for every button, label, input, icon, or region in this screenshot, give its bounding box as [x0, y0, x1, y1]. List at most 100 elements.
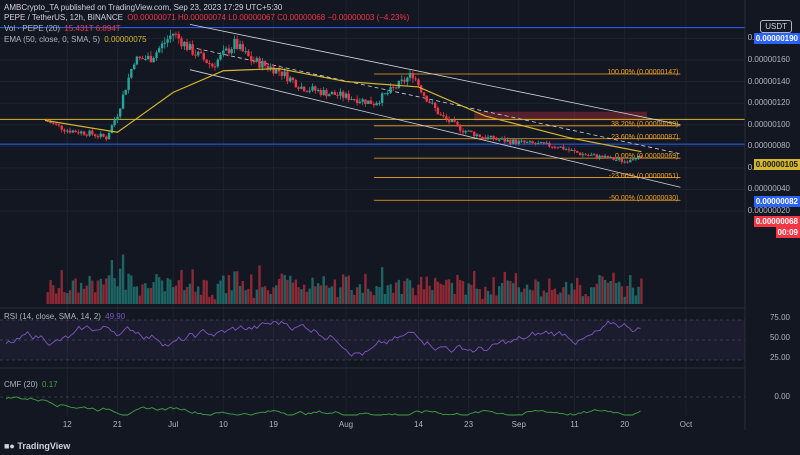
price-tick: 0.00000100	[747, 119, 790, 129]
volume-bar	[623, 296, 626, 304]
price-tick: 0.00000160	[747, 54, 790, 64]
volume-bar	[294, 279, 298, 304]
volume-bar	[562, 287, 565, 304]
candle-body	[525, 142, 529, 144]
volume-bar	[626, 285, 629, 304]
candle-body	[113, 120, 116, 126]
volume-bar	[194, 291, 197, 304]
candle-body	[155, 52, 158, 59]
price-tick: 0.00000140	[747, 76, 790, 86]
candle-body	[255, 58, 259, 62]
volume-bar	[250, 274, 253, 304]
candle-body	[85, 134, 88, 136]
volume-bar	[629, 275, 632, 304]
candle-body	[252, 61, 256, 63]
volume-bar	[380, 267, 384, 304]
volume-bar	[453, 293, 456, 304]
candle-body	[244, 51, 247, 53]
candle-body	[341, 91, 345, 98]
candle-body	[202, 53, 205, 60]
volume-bar	[500, 282, 504, 304]
rsi-legend[interactable]: RSI (14, close, SMA, 14, 2) 49.90	[4, 312, 125, 322]
candle-body	[233, 39, 236, 49]
volume-bar	[445, 279, 448, 304]
volume-bar	[63, 292, 66, 304]
rsi-tick-25: 25.00	[769, 353, 790, 362]
candle-body	[314, 86, 317, 91]
volume-bar	[403, 280, 406, 304]
candle-body	[601, 155, 604, 158]
candle-body	[277, 68, 281, 72]
candle-body	[107, 133, 111, 140]
candle-body	[394, 87, 398, 89]
candle-body	[534, 143, 537, 145]
volume-bar	[185, 286, 189, 304]
volume-bar	[82, 288, 86, 304]
volume-bar	[258, 265, 261, 304]
channel-lower	[189, 69, 681, 188]
tradingview-watermark[interactable]: ■● TradingView	[4, 441, 70, 451]
volume-bar	[308, 288, 311, 304]
candle-body	[216, 59, 220, 67]
currency-button[interactable]: USDT	[760, 20, 792, 33]
volume-bar	[141, 284, 144, 304]
ema-legend[interactable]: EMA (50, close, 0, SMA, 5) 0.00000075	[4, 35, 147, 45]
cmf-legend[interactable]: CMF (20) 0.17	[4, 380, 58, 390]
candle-body	[436, 107, 440, 115]
volume-bar	[595, 283, 599, 304]
candle-body	[442, 115, 445, 117]
volume-bar	[79, 282, 83, 304]
volume-bar	[470, 284, 473, 304]
candle-body	[263, 61, 267, 66]
candle-body	[138, 56, 141, 58]
candle-body	[88, 130, 91, 136]
volume-bar	[467, 283, 470, 304]
candle-body	[339, 91, 342, 96]
volume-bar	[631, 287, 635, 304]
volume-bar	[436, 281, 440, 304]
volume-values: 15.431T 6.894T	[64, 24, 121, 33]
volume-bar	[52, 285, 55, 304]
volume-bar	[344, 276, 348, 304]
volume-bar	[269, 294, 272, 304]
volume-bar	[205, 280, 208, 304]
candle-body	[300, 86, 303, 89]
volume-bar	[372, 295, 376, 304]
candle-body	[545, 142, 548, 144]
volume-bar	[155, 274, 158, 304]
watermark-text: TradingView	[17, 441, 71, 451]
candle-body	[564, 149, 568, 151]
candle-body	[587, 155, 590, 157]
volume-bar	[297, 287, 300, 304]
volume-bar	[180, 269, 183, 304]
volume-legend[interactable]: Vol · PEPE (20) 15.431T 6.894T	[4, 24, 121, 34]
candle-body	[495, 139, 498, 141]
volume-bar	[328, 287, 331, 304]
candle-body	[581, 154, 584, 156]
candle-body	[344, 93, 348, 98]
candle-body	[539, 142, 543, 144]
candle-body	[350, 98, 353, 100]
volume-bar	[85, 285, 88, 304]
candle-body	[261, 61, 264, 68]
candle-body	[369, 100, 373, 105]
symbol-legend[interactable]: PEPE / TetherUS, 12h, BINANCE O0.0000007…	[4, 13, 409, 23]
candle-body	[49, 121, 52, 124]
candle-body	[551, 146, 554, 148]
candle-body	[302, 86, 306, 92]
volume-bar	[528, 289, 532, 304]
volume-bar	[495, 295, 498, 304]
price-tick: 0.00000080	[747, 141, 790, 151]
candle-body	[637, 155, 640, 159]
volume-bars	[46, 254, 643, 304]
candle-body	[66, 130, 69, 132]
volume-bar	[202, 279, 205, 304]
volume-bar	[598, 274, 601, 304]
candle-body	[467, 130, 470, 132]
volume-bar	[60, 270, 63, 304]
volume-bar	[325, 285, 328, 304]
current-price-tag: 0.00000068	[753, 216, 800, 227]
candle-body	[185, 41, 189, 50]
volume-bar	[166, 278, 169, 304]
